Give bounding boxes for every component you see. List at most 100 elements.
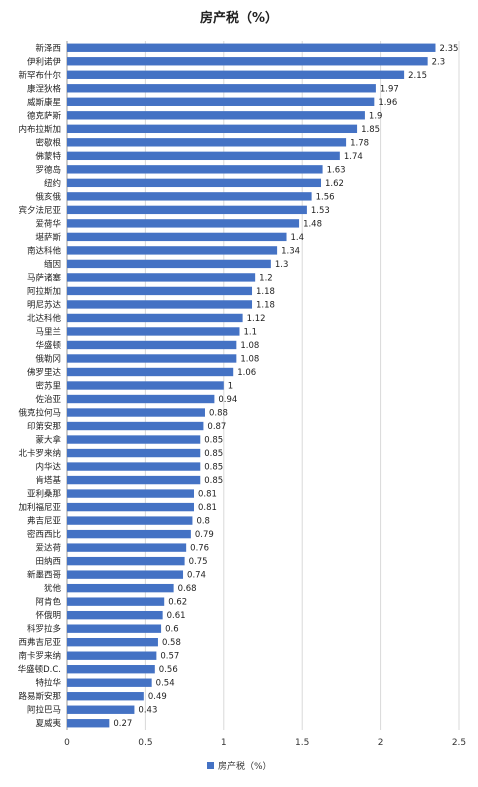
category-label: 佐治亚 xyxy=(35,394,61,405)
value-label: 2.15 xyxy=(408,71,427,81)
category-label: 明尼苏达 xyxy=(27,299,62,310)
bar xyxy=(67,435,201,444)
value-label: 0.74 xyxy=(187,571,206,581)
value-label: 1.63 xyxy=(327,165,346,175)
value-label: 1.18 xyxy=(256,287,275,297)
value-label: 1.48 xyxy=(303,219,322,229)
category-label: 路易斯安那 xyxy=(18,691,61,702)
bar xyxy=(67,340,237,350)
bar xyxy=(67,178,322,188)
value-label: 1.34 xyxy=(281,246,300,256)
value-label: 0.85 xyxy=(204,476,223,486)
bar xyxy=(67,637,158,647)
bar xyxy=(67,327,240,336)
category-label: 密苏里 xyxy=(35,381,61,392)
bar xyxy=(67,246,278,255)
value-label: 0.49 xyxy=(148,692,167,702)
category-label: 怀俄明 xyxy=(35,610,61,621)
category-label: 阿拉斯加 xyxy=(27,286,61,297)
value-label: 1 xyxy=(228,382,233,392)
value-label: 1.97 xyxy=(380,84,399,94)
bar xyxy=(67,43,436,52)
category-label: 西弗吉尼亚 xyxy=(18,637,61,648)
bar xyxy=(67,448,201,458)
value-label: 0.43 xyxy=(138,706,157,716)
bar xyxy=(67,597,165,606)
bar xyxy=(67,394,215,404)
value-label: 0.68 xyxy=(178,584,197,594)
category-label: 德克萨斯 xyxy=(27,110,62,121)
value-label: 1.3 xyxy=(275,260,289,270)
category-label: 康涅狄格 xyxy=(27,83,62,94)
bar xyxy=(67,381,224,390)
category-label: 南达科他 xyxy=(27,245,62,256)
value-label: 1.12 xyxy=(247,314,266,324)
category-label: 阿拉巴马 xyxy=(27,705,61,716)
value-label: 0.8 xyxy=(196,517,210,527)
value-label: 1.08 xyxy=(240,341,259,351)
bar xyxy=(67,300,253,309)
category-label: 阿肯色 xyxy=(35,597,61,608)
category-label: 威斯康星 xyxy=(27,97,61,108)
x-tick-label: 0 xyxy=(64,738,70,748)
bar xyxy=(67,719,110,728)
bar xyxy=(67,111,365,120)
value-label: 1.96 xyxy=(378,98,397,108)
category-label: 爱达荷 xyxy=(35,543,61,554)
value-label: 1.56 xyxy=(316,192,335,202)
value-label: 1.53 xyxy=(311,206,330,216)
value-label: 0.94 xyxy=(218,395,237,405)
value-label: 1.2 xyxy=(259,273,273,283)
value-label: 0.54 xyxy=(156,679,175,689)
value-label: 1.62 xyxy=(325,179,344,189)
category-label: 内华达 xyxy=(35,462,61,473)
category-label: 马里兰 xyxy=(35,326,61,337)
bar xyxy=(67,408,205,417)
bar xyxy=(67,138,347,147)
category-label: 新墨西哥 xyxy=(27,570,62,581)
value-label: 0.56 xyxy=(159,665,178,675)
category-label: 蒙大拿 xyxy=(35,435,61,446)
category-label: 佛蒙特 xyxy=(35,151,61,162)
category-label: 夏威夷 xyxy=(35,718,61,729)
category-label: 华盛顿D.C. xyxy=(18,664,61,675)
category-label: 特拉华 xyxy=(35,678,61,689)
category-label: 俄克拉何马 xyxy=(18,408,61,419)
category-label: 内布拉斯加 xyxy=(18,124,61,135)
category-label: 罗德岛 xyxy=(35,164,61,175)
value-label: 2.35 xyxy=(439,44,458,54)
value-label: 1.18 xyxy=(256,300,275,310)
bar xyxy=(67,232,287,242)
x-tick-label: 1 xyxy=(221,738,227,748)
value-label: 0.81 xyxy=(198,503,217,513)
category-label: 肯塔基 xyxy=(35,475,61,486)
value-label: 1.78 xyxy=(350,138,369,148)
value-label: 1.06 xyxy=(237,368,256,378)
bars xyxy=(67,43,436,728)
category-label: 俄勒冈 xyxy=(35,353,61,364)
bar xyxy=(67,665,155,674)
value-label: 0.6 xyxy=(165,625,179,635)
category-label: 伊利诺伊 xyxy=(27,56,62,67)
bar xyxy=(67,273,256,282)
value-label: 1.4 xyxy=(291,233,305,243)
value-label: 0.76 xyxy=(190,544,209,554)
category-label: 密歇根 xyxy=(35,137,61,148)
category-label: 印第安那 xyxy=(27,421,62,432)
bar xyxy=(67,421,204,431)
value-label: 0.81 xyxy=(198,490,217,500)
value-label: 1.85 xyxy=(361,125,380,135)
bar xyxy=(67,529,191,539)
bar xyxy=(67,651,157,660)
bar xyxy=(67,57,428,66)
value-label: 1.9 xyxy=(369,111,383,121)
value-label: 1.74 xyxy=(344,152,363,162)
category-label: 北达科他 xyxy=(27,313,62,324)
value-label: 2.3 xyxy=(432,57,446,67)
category-label: 纽约 xyxy=(44,178,61,189)
bar xyxy=(67,205,307,215)
bar xyxy=(67,570,184,579)
category-label: 新罕布什尔 xyxy=(18,70,61,81)
category-label: 亚利桑那 xyxy=(27,489,62,500)
